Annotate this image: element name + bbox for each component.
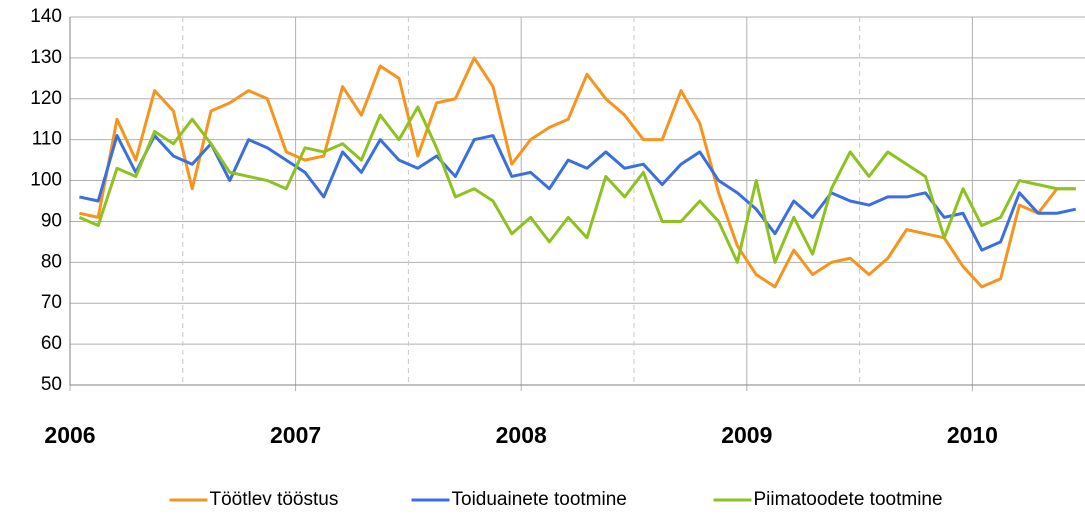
y-tick-label: 110 <box>32 129 62 150</box>
y-tick-label: 130 <box>30 47 62 68</box>
legend-label: Piimatoodete tootmine <box>754 489 943 510</box>
y-tick-label: 60 <box>41 333 62 354</box>
y-tick-label: 100 <box>30 170 62 191</box>
legend-label: Toiduainete tootmine <box>452 489 627 510</box>
y-tick-label: 50 <box>41 374 62 395</box>
series-line <box>79 134 1077 252</box>
x-tick-label: 2006 <box>44 422 95 448</box>
x-tick-label: 2010 <box>947 422 998 448</box>
legend-label: Töötlev tööstus <box>210 489 339 510</box>
x-tick-label: 2009 <box>721 422 772 448</box>
series-line <box>78 105 1076 264</box>
y-tick-label: 70 <box>41 292 62 313</box>
y-tick-label: 120 <box>30 88 62 109</box>
series-line <box>79 56 1076 289</box>
y-tick-label: 140 <box>30 6 62 27</box>
x-tick-label: 2008 <box>496 422 547 448</box>
y-tick-label: 90 <box>41 210 62 231</box>
y-tick-label: 80 <box>41 251 62 272</box>
x-tick-label: 2007 <box>270 422 321 448</box>
